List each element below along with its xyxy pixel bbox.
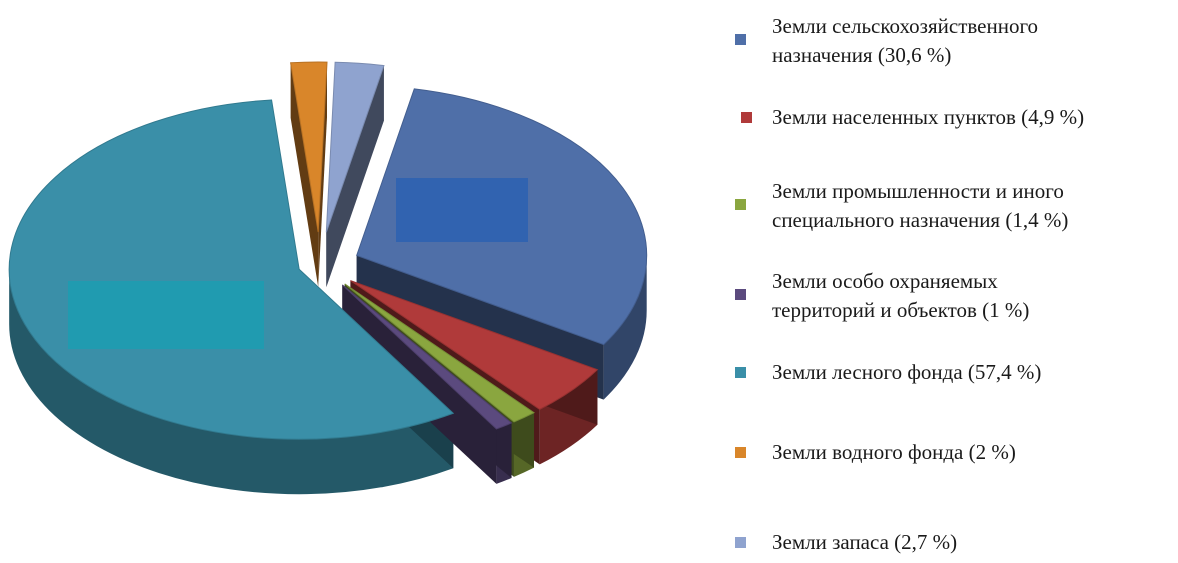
pie-chart-svg xyxy=(8,61,648,495)
legend-swatch xyxy=(735,34,746,45)
legend-label: Земли особо охраняемых территорий и объе… xyxy=(772,269,1030,322)
legend-label: Земли населенных пунктов (4,9 %) xyxy=(772,105,1085,129)
legend-item-земли-промышленности-и-иного-специального-назначения: Земли промышленности и иного специальног… xyxy=(735,177,1068,235)
legend-item-земли-лесного-фонда: Земли лесного фонда (57,4 %) xyxy=(735,358,1041,387)
chart-legend: Земли сельскохозяйственного назначения (… xyxy=(735,0,1178,563)
slice-label-box-agricultural xyxy=(396,178,528,242)
legend-label: Земли лесного фонда (57,4 %) xyxy=(772,360,1042,384)
pie-slice-земли-лесного-фонда xyxy=(8,99,455,440)
pie-slice-face-6-1 xyxy=(326,65,384,288)
legend-item-земли-населенных-пунктов: Земли населенных пунктов (4,9 %) xyxy=(741,103,1084,132)
legend-label: Земли промышленности и иного специальног… xyxy=(772,179,1069,232)
legend-item-земли-сельскохозяйственного-назначения: Земли сельскохозяйственного назначения (… xyxy=(735,12,1038,70)
pie-slice-wall-4 xyxy=(9,269,454,495)
legend-item-земли-водного-фонда: Земли водного фонда (2 %) xyxy=(735,438,1016,467)
pie-slice-земли-населенных-пунктов xyxy=(350,280,599,410)
legend-swatch xyxy=(735,537,746,548)
legend-item-земли-особо-охраняемых-территорий-и-объектов: Земли особо охраняемых территорий и объе… xyxy=(735,267,1029,325)
pie-chart xyxy=(8,61,648,495)
legend-swatch xyxy=(735,289,746,300)
slice-label-box-forest xyxy=(68,281,264,349)
legend-swatch xyxy=(735,199,746,210)
pie-slice-земли-промышленности-и-иного-специального-назначения xyxy=(344,283,535,423)
legend-item-земли-запаса: Земли запаса (2,7 %) xyxy=(735,528,957,557)
pie-slice-side-5 xyxy=(290,62,328,288)
legend-swatch xyxy=(741,112,752,123)
pie-slice-wall-0 xyxy=(603,255,647,400)
legend-swatch xyxy=(735,367,746,378)
pie-slice-face-5-0 xyxy=(290,62,319,288)
pie-slice-земли-запаса xyxy=(325,61,385,233)
legend-label: Земли сельскохозяйственного назначения (… xyxy=(772,14,1039,67)
legend-swatch xyxy=(735,447,746,458)
pie-slice-face-5-1 xyxy=(318,62,328,288)
pie-slice-земли-водного-фонда xyxy=(290,61,328,233)
pie-slice-земли-особо-охраняемых-территорий-и-объектов xyxy=(341,284,513,430)
legend-label: Земли запаса (2,7 %) xyxy=(772,530,958,554)
legend-label: Земли водного фонда (2 %) xyxy=(772,440,1016,464)
